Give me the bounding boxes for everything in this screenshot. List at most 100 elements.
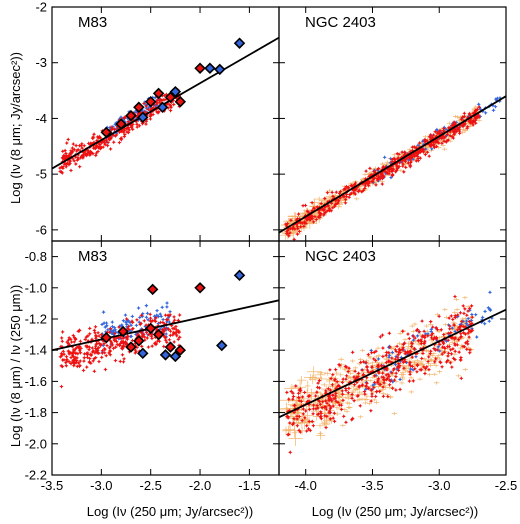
data-point	[133, 348, 138, 353]
data-point	[288, 450, 293, 455]
data-point	[427, 142, 432, 147]
data-point	[89, 337, 95, 342]
data-point	[403, 351, 408, 356]
data-point	[390, 386, 395, 391]
data-point	[285, 221, 290, 226]
data-point	[98, 343, 103, 348]
data-point	[426, 367, 432, 372]
data-point	[340, 193, 345, 199]
data-point	[99, 140, 104, 145]
data-point	[311, 423, 316, 428]
data-point	[372, 373, 377, 378]
data-point	[110, 124, 116, 129]
data-point	[379, 374, 385, 380]
data-point	[312, 206, 317, 211]
data-point	[122, 126, 127, 131]
data-point	[437, 135, 442, 140]
data-point	[457, 125, 462, 130]
data-point	[464, 319, 469, 324]
data-point	[155, 338, 160, 344]
data-point	[410, 148, 415, 153]
data-point	[150, 112, 156, 117]
data-point	[74, 345, 80, 350]
x-tick-label: -2.0	[189, 478, 211, 493]
data-point	[91, 348, 96, 354]
data-point	[106, 350, 112, 356]
data-point	[62, 153, 67, 158]
data-point	[305, 209, 310, 214]
data-point	[144, 330, 149, 335]
data-point	[153, 103, 158, 109]
data-point	[412, 335, 418, 341]
data-point	[388, 160, 393, 166]
panel-title: M83	[78, 248, 107, 265]
data-point	[348, 192, 353, 197]
data-point	[465, 341, 470, 347]
data-point	[306, 426, 311, 431]
data-point	[290, 391, 296, 396]
data-point	[396, 152, 402, 157]
data-point	[465, 339, 470, 344]
data-point	[340, 392, 345, 397]
data-point	[386, 355, 392, 360]
data-point	[480, 315, 485, 320]
data-point	[337, 195, 342, 200]
data-point	[90, 151, 96, 156]
data-point	[372, 176, 377, 181]
data-point	[83, 343, 89, 349]
data-point	[153, 335, 158, 340]
data-point	[88, 361, 93, 366]
data-point	[422, 137, 427, 142]
data-point	[120, 346, 125, 351]
data-point	[385, 376, 390, 381]
ticks	[279, 6, 507, 241]
data-point	[292, 237, 297, 241]
data-point	[326, 396, 331, 402]
data-point	[83, 337, 88, 342]
data-point	[350, 184, 355, 189]
data-point	[168, 108, 173, 113]
data-point	[444, 339, 449, 344]
data-point	[361, 181, 366, 186]
data-point	[296, 395, 302, 401]
data-point	[430, 135, 435, 140]
data-point	[363, 387, 368, 392]
data-point	[96, 135, 101, 141]
data-point	[144, 303, 149, 308]
data-point	[111, 330, 116, 335]
data-point	[367, 166, 373, 171]
data-point	[389, 377, 394, 383]
data-point	[148, 312, 153, 317]
data-point	[394, 354, 399, 359]
data-point	[64, 162, 69, 167]
data-point	[124, 324, 129, 329]
plot-area	[52, 36, 279, 175]
data-point	[396, 357, 401, 362]
data-point	[346, 185, 351, 190]
data-point	[413, 351, 418, 356]
data-point	[161, 97, 166, 102]
data-point	[395, 166, 400, 171]
data-point	[410, 145, 415, 150]
data-point	[125, 334, 130, 340]
data-point	[353, 187, 359, 192]
data-point	[121, 359, 126, 364]
data-point	[395, 160, 400, 166]
data-point	[84, 365, 89, 370]
data-point	[60, 170, 65, 175]
data-point	[363, 168, 369, 174]
data-point	[77, 348, 82, 353]
data-point	[136, 330, 141, 335]
data-point	[362, 186, 367, 191]
data-point	[80, 150, 86, 155]
panel-title: NGC 2403	[305, 14, 376, 31]
data-point	[455, 125, 460, 130]
data-point	[377, 382, 382, 387]
data-point	[90, 345, 95, 351]
data-point	[425, 333, 430, 338]
data-point	[133, 119, 139, 124]
data-point	[327, 409, 332, 414]
data-point	[448, 129, 453, 134]
data-point	[334, 386, 339, 391]
data-point	[384, 360, 389, 365]
